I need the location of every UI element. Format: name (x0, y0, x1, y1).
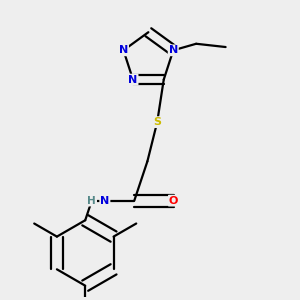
Text: N: N (100, 196, 110, 206)
Text: H: H (87, 196, 96, 206)
Text: O: O (169, 196, 178, 206)
Text: N: N (119, 45, 128, 55)
Text: N: N (128, 75, 138, 85)
Text: N: N (169, 45, 178, 55)
Text: S: S (153, 117, 161, 127)
